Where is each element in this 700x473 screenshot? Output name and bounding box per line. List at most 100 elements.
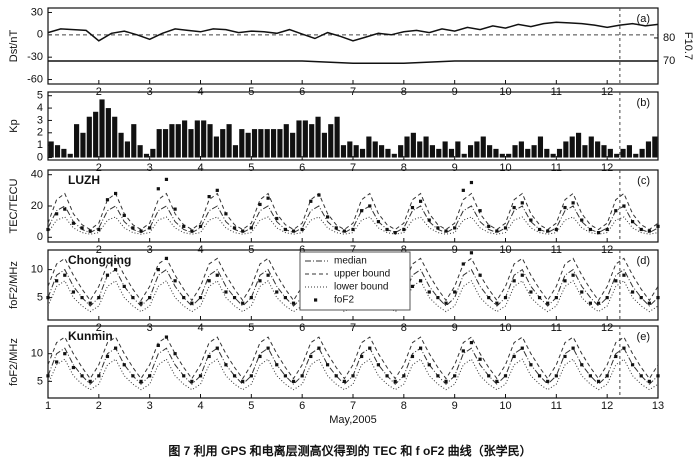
observation-marker (478, 209, 482, 213)
observation-marker (300, 374, 304, 378)
observation-marker (495, 229, 499, 233)
observation-marker (580, 218, 584, 222)
y-tick-label: 2 (37, 127, 43, 139)
x-tick-label: 1 (45, 400, 51, 412)
y2-tick-label: 70 (663, 55, 675, 67)
observation-marker (173, 207, 177, 211)
observation-marker (182, 224, 186, 228)
kp-bar (194, 120, 200, 158)
series-line (47, 21, 659, 42)
kp-bar (290, 132, 296, 158)
observation-marker (190, 301, 194, 305)
kp-bar (588, 136, 594, 158)
station-name: Chongqing (68, 253, 131, 267)
x-tick-label: 11 (551, 162, 562, 174)
x-tick-label: 8 (401, 162, 407, 174)
kp-bar (372, 141, 378, 158)
kp-bar (353, 145, 359, 158)
observation-marker (419, 279, 423, 283)
observation-marker (88, 379, 92, 383)
kp-bar (296, 120, 302, 158)
observation-marker (622, 346, 626, 350)
observation-marker (537, 296, 542, 300)
observation-marker (605, 296, 609, 300)
observation-marker (80, 374, 84, 378)
observation-marker (360, 354, 364, 359)
observation-marker (351, 374, 355, 378)
y-tick-label: 0 (37, 231, 43, 243)
observation-marker (596, 301, 601, 305)
observation-marker (487, 224, 491, 228)
observation-marker (368, 346, 372, 350)
y-tick-label: 4 (37, 102, 43, 114)
y-tick-label: 0 (37, 151, 43, 163)
observation-marker (537, 374, 542, 378)
observation-marker (410, 205, 415, 210)
x-axis-label: May,2005 (329, 414, 377, 426)
panel-label: (b) (637, 97, 650, 109)
observation-marker (266, 196, 270, 200)
observation-marker (453, 226, 457, 230)
observation-marker (325, 215, 330, 219)
observation-marker (588, 301, 592, 305)
observation-marker (71, 290, 76, 294)
panel-label: (d) (637, 255, 650, 267)
observation-marker (393, 231, 397, 235)
kp-bar (366, 136, 372, 158)
observation-marker (529, 290, 533, 294)
x-tick-label: 10 (499, 400, 511, 412)
series-line (48, 60, 658, 65)
x-tick-label: 8 (401, 322, 407, 334)
x-tick-label: 5 (248, 322, 254, 334)
kp-bar (80, 132, 86, 158)
observation-marker (291, 229, 296, 233)
observation-marker (512, 354, 516, 359)
observation-marker (275, 363, 279, 367)
observation-marker (436, 226, 440, 230)
observation-marker (55, 360, 59, 364)
observation-marker (122, 284, 126, 288)
observation-marker (614, 209, 618, 213)
observation-marker (614, 279, 618, 283)
x-tick-label: 9 (452, 162, 458, 174)
observation-marker (656, 296, 660, 300)
observation-marker (614, 354, 618, 359)
observation-marker (131, 296, 135, 300)
observation-marker (469, 341, 474, 345)
observation-marker (436, 296, 440, 300)
kp-bar (188, 129, 194, 158)
observation-marker (630, 363, 635, 367)
observation-marker (622, 273, 626, 277)
legend-box (299, 251, 411, 311)
observation-marker (342, 229, 346, 233)
kp-bar (474, 141, 480, 158)
panel-label: (a) (637, 13, 650, 25)
observation-marker (647, 379, 651, 383)
kp-bar (340, 145, 347, 158)
observation-marker (317, 346, 321, 350)
observation-marker (71, 221, 76, 225)
observation-marker (503, 226, 508, 230)
observation-marker (215, 346, 219, 350)
kp-bar (328, 124, 334, 158)
kp-bar (614, 153, 620, 158)
kp-bar (74, 124, 80, 158)
x-tick-label: 7 (350, 162, 356, 174)
observation-marker (520, 346, 524, 350)
x-tick-label: 3 (147, 162, 153, 174)
observation-marker (232, 226, 237, 230)
x-tick-label: 8 (401, 400, 407, 412)
observation-marker (249, 296, 253, 300)
observation-marker (520, 273, 524, 277)
observation-marker (647, 229, 651, 233)
observation-marker (224, 212, 228, 216)
observation-marker (469, 180, 474, 185)
observation-marker (63, 273, 67, 277)
observation-marker (97, 227, 101, 232)
observation-marker (139, 229, 143, 233)
y-tick-label: -60 (27, 73, 43, 85)
observation-marker (80, 226, 84, 230)
kp-bar (270, 129, 277, 158)
observation-marker (571, 273, 575, 277)
observation-marker (639, 374, 643, 378)
